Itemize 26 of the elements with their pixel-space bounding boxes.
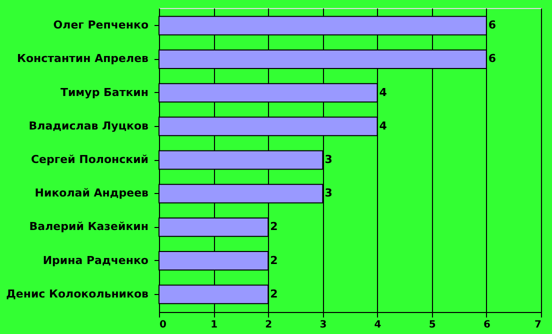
x-tick-label: 5 xyxy=(428,320,436,330)
data-label: 2 xyxy=(270,287,278,300)
x-tick-label: 7 xyxy=(534,320,542,330)
x-tick-label: 3 xyxy=(320,320,327,330)
x-tick-label: 1 xyxy=(210,320,218,330)
data-label: 4 xyxy=(379,86,388,99)
data-label: 4 xyxy=(379,119,388,132)
y-tick-label: Денис Колокольников xyxy=(6,287,149,300)
x-tick-label: 0 xyxy=(160,320,166,330)
y-tick-label: Константин Апрелев xyxy=(16,52,149,66)
y-tick-label: Владислав Луцков xyxy=(28,119,149,132)
y-tick-label: Сергей Полонский xyxy=(30,153,148,166)
y-tick-label: Ирина Радченко xyxy=(42,254,149,267)
x-tick-label: 6 xyxy=(483,320,490,330)
y-tick-label: Олег Репченко xyxy=(53,18,149,32)
y-tick-label: Валерий Казейкин xyxy=(29,220,148,234)
data-label: 3 xyxy=(324,153,332,166)
data-label: 6 xyxy=(488,52,496,66)
x-tick-label: 2 xyxy=(265,320,272,330)
y-tick-label: Николай Андреев xyxy=(34,186,149,200)
x-tick-label: 4 xyxy=(374,320,382,330)
y-tick-label: Тимур Баткин xyxy=(60,86,148,99)
data-label: 6 xyxy=(488,18,496,32)
data-label: 2 xyxy=(270,254,278,267)
data-label: 2 xyxy=(270,220,278,234)
data-label: 3 xyxy=(324,186,332,200)
